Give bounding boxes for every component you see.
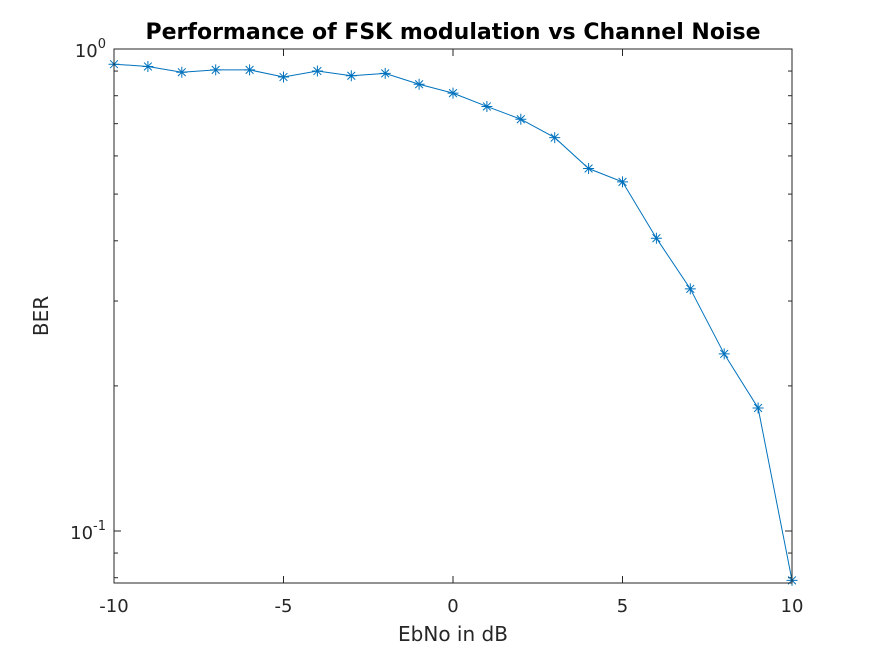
data-point-marker	[142, 60, 154, 72]
axes-box	[113, 48, 793, 584]
x-tick-label: 10	[781, 596, 804, 617]
x-tick-label: -10	[99, 596, 128, 617]
data-point-marker	[278, 71, 289, 83]
data-point-marker	[447, 87, 459, 99]
x-tick-label: 5	[617, 596, 628, 617]
data-point-marker	[684, 283, 696, 295]
data-point-marker	[379, 67, 391, 79]
data-point-marker	[752, 402, 764, 414]
data-point-marker	[210, 64, 222, 76]
chart-title: Performance of FSK modulation vs Channel…	[145, 20, 760, 45]
x-tick-labels: -10 -5 0 5 10	[99, 596, 803, 617]
axes-background	[114, 49, 792, 583]
data-point-marker	[583, 163, 595, 175]
data-point-marker	[718, 348, 730, 360]
x-axis-label: EbNo in dB	[398, 622, 508, 646]
y-tick-label-base: 10	[75, 41, 98, 62]
y-tick-label-exponent: -1	[93, 519, 106, 534]
y-minor-ticks	[114, 70, 792, 579]
data-point-marker	[549, 132, 561, 144]
data-point-marker	[345, 70, 357, 82]
y-tick-label: 100	[75, 37, 106, 62]
data-point-marker	[650, 232, 662, 244]
data-point-marker	[515, 113, 527, 125]
data-point-marker	[481, 100, 493, 112]
data-point-marker	[244, 64, 256, 76]
data-point-marker	[311, 65, 323, 77]
data-point-marker	[176, 66, 188, 78]
data-point-marker	[617, 176, 628, 188]
y-tick-label: 10-1	[70, 519, 106, 544]
y-tick-label-base: 10	[70, 523, 93, 544]
x-tick-label: -5	[275, 596, 293, 617]
data-point-marker	[413, 78, 425, 90]
y-tick-label-exponent: 0	[98, 37, 106, 52]
y-axis-label: BER	[29, 296, 53, 336]
x-tick-label: 0	[447, 596, 458, 617]
